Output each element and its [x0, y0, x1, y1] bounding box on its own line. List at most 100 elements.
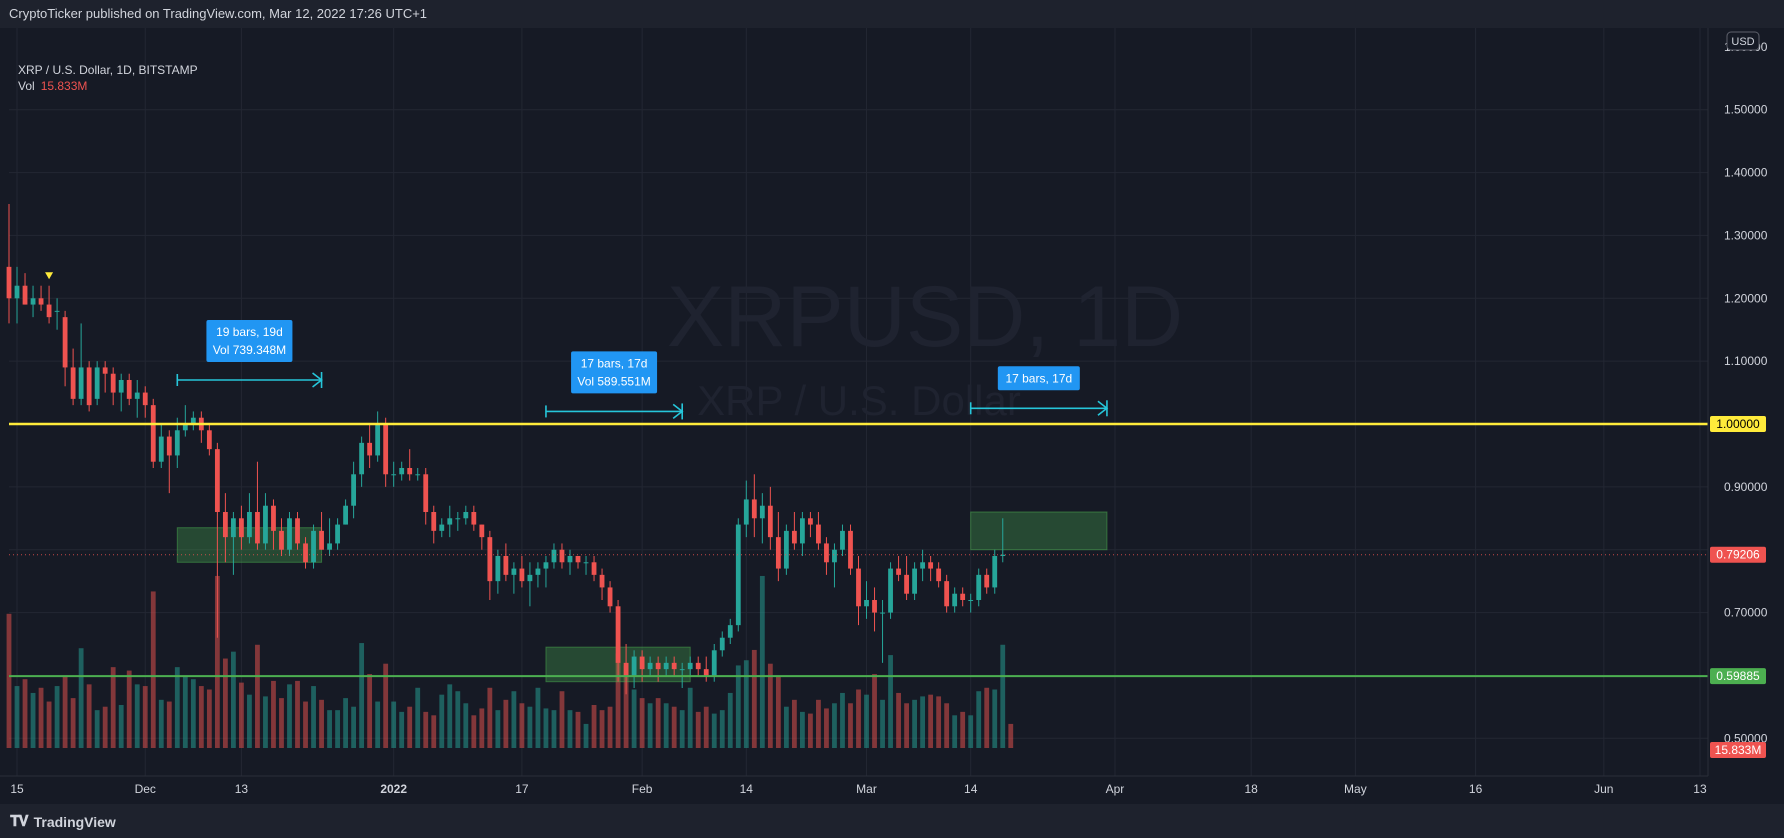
candle[interactable] — [367, 442, 373, 456]
candle[interactable] — [655, 662, 661, 670]
candle[interactable] — [719, 637, 725, 651]
candle[interactable] — [671, 662, 677, 670]
candle[interactable] — [70, 367, 76, 399]
candle[interactable] — [551, 549, 557, 563]
candle[interactable] — [503, 556, 509, 575]
candle[interactable] — [182, 424, 188, 431]
candle[interactable] — [527, 574, 533, 582]
candle[interactable] — [535, 568, 541, 575]
candle[interactable] — [110, 373, 116, 393]
candle[interactable] — [303, 543, 308, 563]
candle[interactable] — [960, 593, 966, 600]
candle[interactable] — [848, 530, 853, 569]
candle[interactable] — [767, 505, 773, 538]
candle[interactable] — [711, 650, 717, 676]
candle[interactable] — [351, 474, 357, 506]
currency-badge[interactable] — [1726, 31, 1760, 51]
candle[interactable] — [511, 568, 517, 575]
candle[interactable] — [150, 405, 156, 462]
candle[interactable] — [791, 530, 797, 544]
candle[interactable] — [455, 518, 461, 520]
candle[interactable] — [166, 436, 172, 456]
candle[interactable] — [359, 442, 365, 475]
candle[interactable] — [944, 581, 950, 607]
candle[interactable] — [928, 562, 934, 569]
candle[interactable] — [14, 285, 20, 299]
candle[interactable] — [174, 430, 180, 456]
candle[interactable] — [567, 556, 573, 563]
candle[interactable] — [920, 562, 926, 569]
candle[interactable] — [896, 568, 901, 575]
candle[interactable] — [239, 518, 244, 538]
candle[interactable] — [735, 524, 741, 626]
candle[interactable] — [936, 568, 942, 582]
candle[interactable] — [824, 543, 829, 563]
candle[interactable] — [86, 367, 92, 406]
candle[interactable] — [126, 380, 132, 399]
candle[interactable] — [904, 574, 909, 594]
candle[interactable] — [495, 556, 501, 582]
candle[interactable] — [751, 499, 757, 519]
candle[interactable] — [54, 310, 60, 312]
candle[interactable] — [832, 549, 837, 563]
candle[interactable] — [864, 600, 869, 607]
candle[interactable] — [327, 543, 332, 550]
candle[interactable] — [190, 417, 196, 424]
candle[interactable] — [391, 474, 397, 476]
candle[interactable] — [447, 518, 453, 525]
candle[interactable] — [263, 505, 268, 544]
candle[interactable] — [255, 512, 260, 544]
candle[interactable] — [46, 304, 52, 318]
candle[interactable] — [880, 612, 885, 614]
candle[interactable] — [134, 392, 140, 399]
candle[interactable] — [30, 298, 36, 305]
candle[interactable] — [663, 662, 669, 670]
candle[interactable] — [471, 512, 477, 525]
candle[interactable] — [623, 662, 629, 676]
candle[interactable] — [840, 530, 845, 550]
candle[interactable] — [6, 266, 12, 299]
candle[interactable] — [591, 562, 597, 575]
candle[interactable] — [607, 587, 613, 607]
candle[interactable] — [415, 474, 421, 476]
candle[interactable] — [1000, 554, 1006, 556]
candle[interactable] — [559, 549, 565, 563]
candle[interactable] — [631, 656, 637, 676]
candle[interactable] — [583, 562, 589, 564]
candle[interactable] — [78, 367, 84, 399]
candle[interactable] — [984, 574, 990, 588]
candle[interactable] — [295, 518, 300, 544]
candle[interactable] — [142, 392, 148, 406]
candle[interactable] — [968, 600, 974, 601]
candle[interactable] — [383, 424, 389, 475]
candle[interactable] — [639, 656, 645, 670]
candle[interactable] — [94, 367, 100, 399]
candle[interactable] — [543, 562, 549, 569]
candle[interactable] — [247, 512, 252, 538]
candle[interactable] — [888, 568, 893, 613]
candle[interactable] — [222, 512, 228, 538]
candle[interactable] — [783, 530, 789, 569]
candle[interactable] — [230, 518, 236, 538]
candle[interactable] — [279, 530, 284, 550]
candle[interactable] — [423, 474, 429, 512]
candle[interactable] — [759, 505, 765, 519]
consolidation-zone[interactable] — [970, 511, 1108, 551]
candle[interactable] — [695, 662, 701, 670]
price-chart[interactable]: XRPUSD, 1D XRP / U.S. Dollar 19 bars, 19… — [0, 28, 1784, 804]
candle[interactable] — [118, 380, 124, 393]
candle[interactable] — [158, 436, 164, 462]
candle[interactable] — [976, 574, 982, 600]
candle[interactable] — [335, 524, 340, 544]
candle[interactable] — [615, 606, 621, 663]
candle[interactable] — [687, 662, 693, 670]
candle[interactable] — [287, 518, 292, 550]
tradingview-logo[interactable]: 𝐓𝐕 TradingView — [10, 813, 116, 830]
candle[interactable] — [679, 669, 685, 671]
candle[interactable] — [439, 524, 445, 531]
candle[interactable] — [775, 537, 781, 569]
candle[interactable] — [599, 574, 605, 588]
candle[interactable] — [808, 518, 813, 525]
candle[interactable] — [62, 317, 68, 368]
candle[interactable] — [703, 669, 709, 676]
